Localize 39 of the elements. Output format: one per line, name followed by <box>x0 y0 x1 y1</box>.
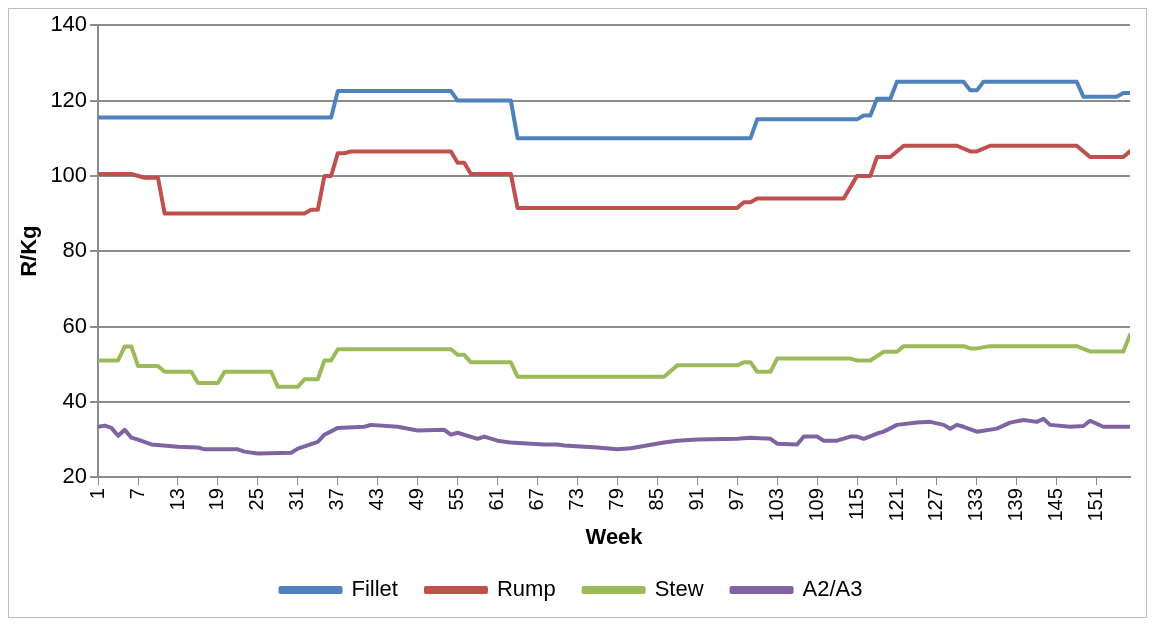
x-tick-label: 139 <box>1004 488 1027 522</box>
x-tick-label: 79 <box>604 488 627 511</box>
y-tick-label: 140 <box>50 11 88 37</box>
x-tick-label: 145 <box>1044 488 1067 522</box>
y-tick-label: 80 <box>62 237 88 263</box>
x-tick-label: 61 <box>485 488 508 511</box>
x-axis-title: Week <box>585 523 644 549</box>
x-tick-label: 85 <box>644 488 667 511</box>
x-tick-label: 97 <box>724 488 747 511</box>
x-tick-label: 121 <box>884 488 907 522</box>
x-tick-label: 31 <box>285 488 308 511</box>
x-tick-label: 55 <box>445 488 468 511</box>
x-tick-label: 49 <box>405 488 428 511</box>
x-tick-label: 13 <box>165 488 188 511</box>
x-tick-label: 133 <box>964 488 987 522</box>
legend-label: Fillet <box>351 576 398 602</box>
legend-label: A2/A3 <box>802 576 863 602</box>
x-tick-label: 37 <box>325 488 348 511</box>
legend-label: Stew <box>654 576 704 602</box>
x-tick-label: 25 <box>245 488 268 511</box>
y-tick-label: 20 <box>62 463 88 489</box>
x-tick-label: 43 <box>365 488 388 511</box>
legend-label: Rump <box>496 576 556 602</box>
y-tick-label: 120 <box>50 86 88 112</box>
x-tick-label: 67 <box>525 488 548 511</box>
y-tick-label: 40 <box>62 387 88 413</box>
x-tick-label: 151 <box>1084 488 1107 522</box>
x-tick-label: 1 <box>85 488 108 500</box>
y-axis-title: R/Kg <box>16 225 42 277</box>
x-tick-label: 91 <box>684 488 707 511</box>
y-tick-label: 60 <box>62 312 88 338</box>
x-tick-label: 19 <box>205 488 228 511</box>
x-tick-label: 109 <box>804 488 827 522</box>
x-tick-label: 7 <box>125 488 148 500</box>
x-tick-label: 127 <box>924 488 947 522</box>
x-tick-label: 115 <box>844 488 867 521</box>
y-tick-label: 100 <box>50 161 88 187</box>
x-tick-label: 73 <box>564 488 587 511</box>
x-tick-label: 103 <box>764 488 787 522</box>
